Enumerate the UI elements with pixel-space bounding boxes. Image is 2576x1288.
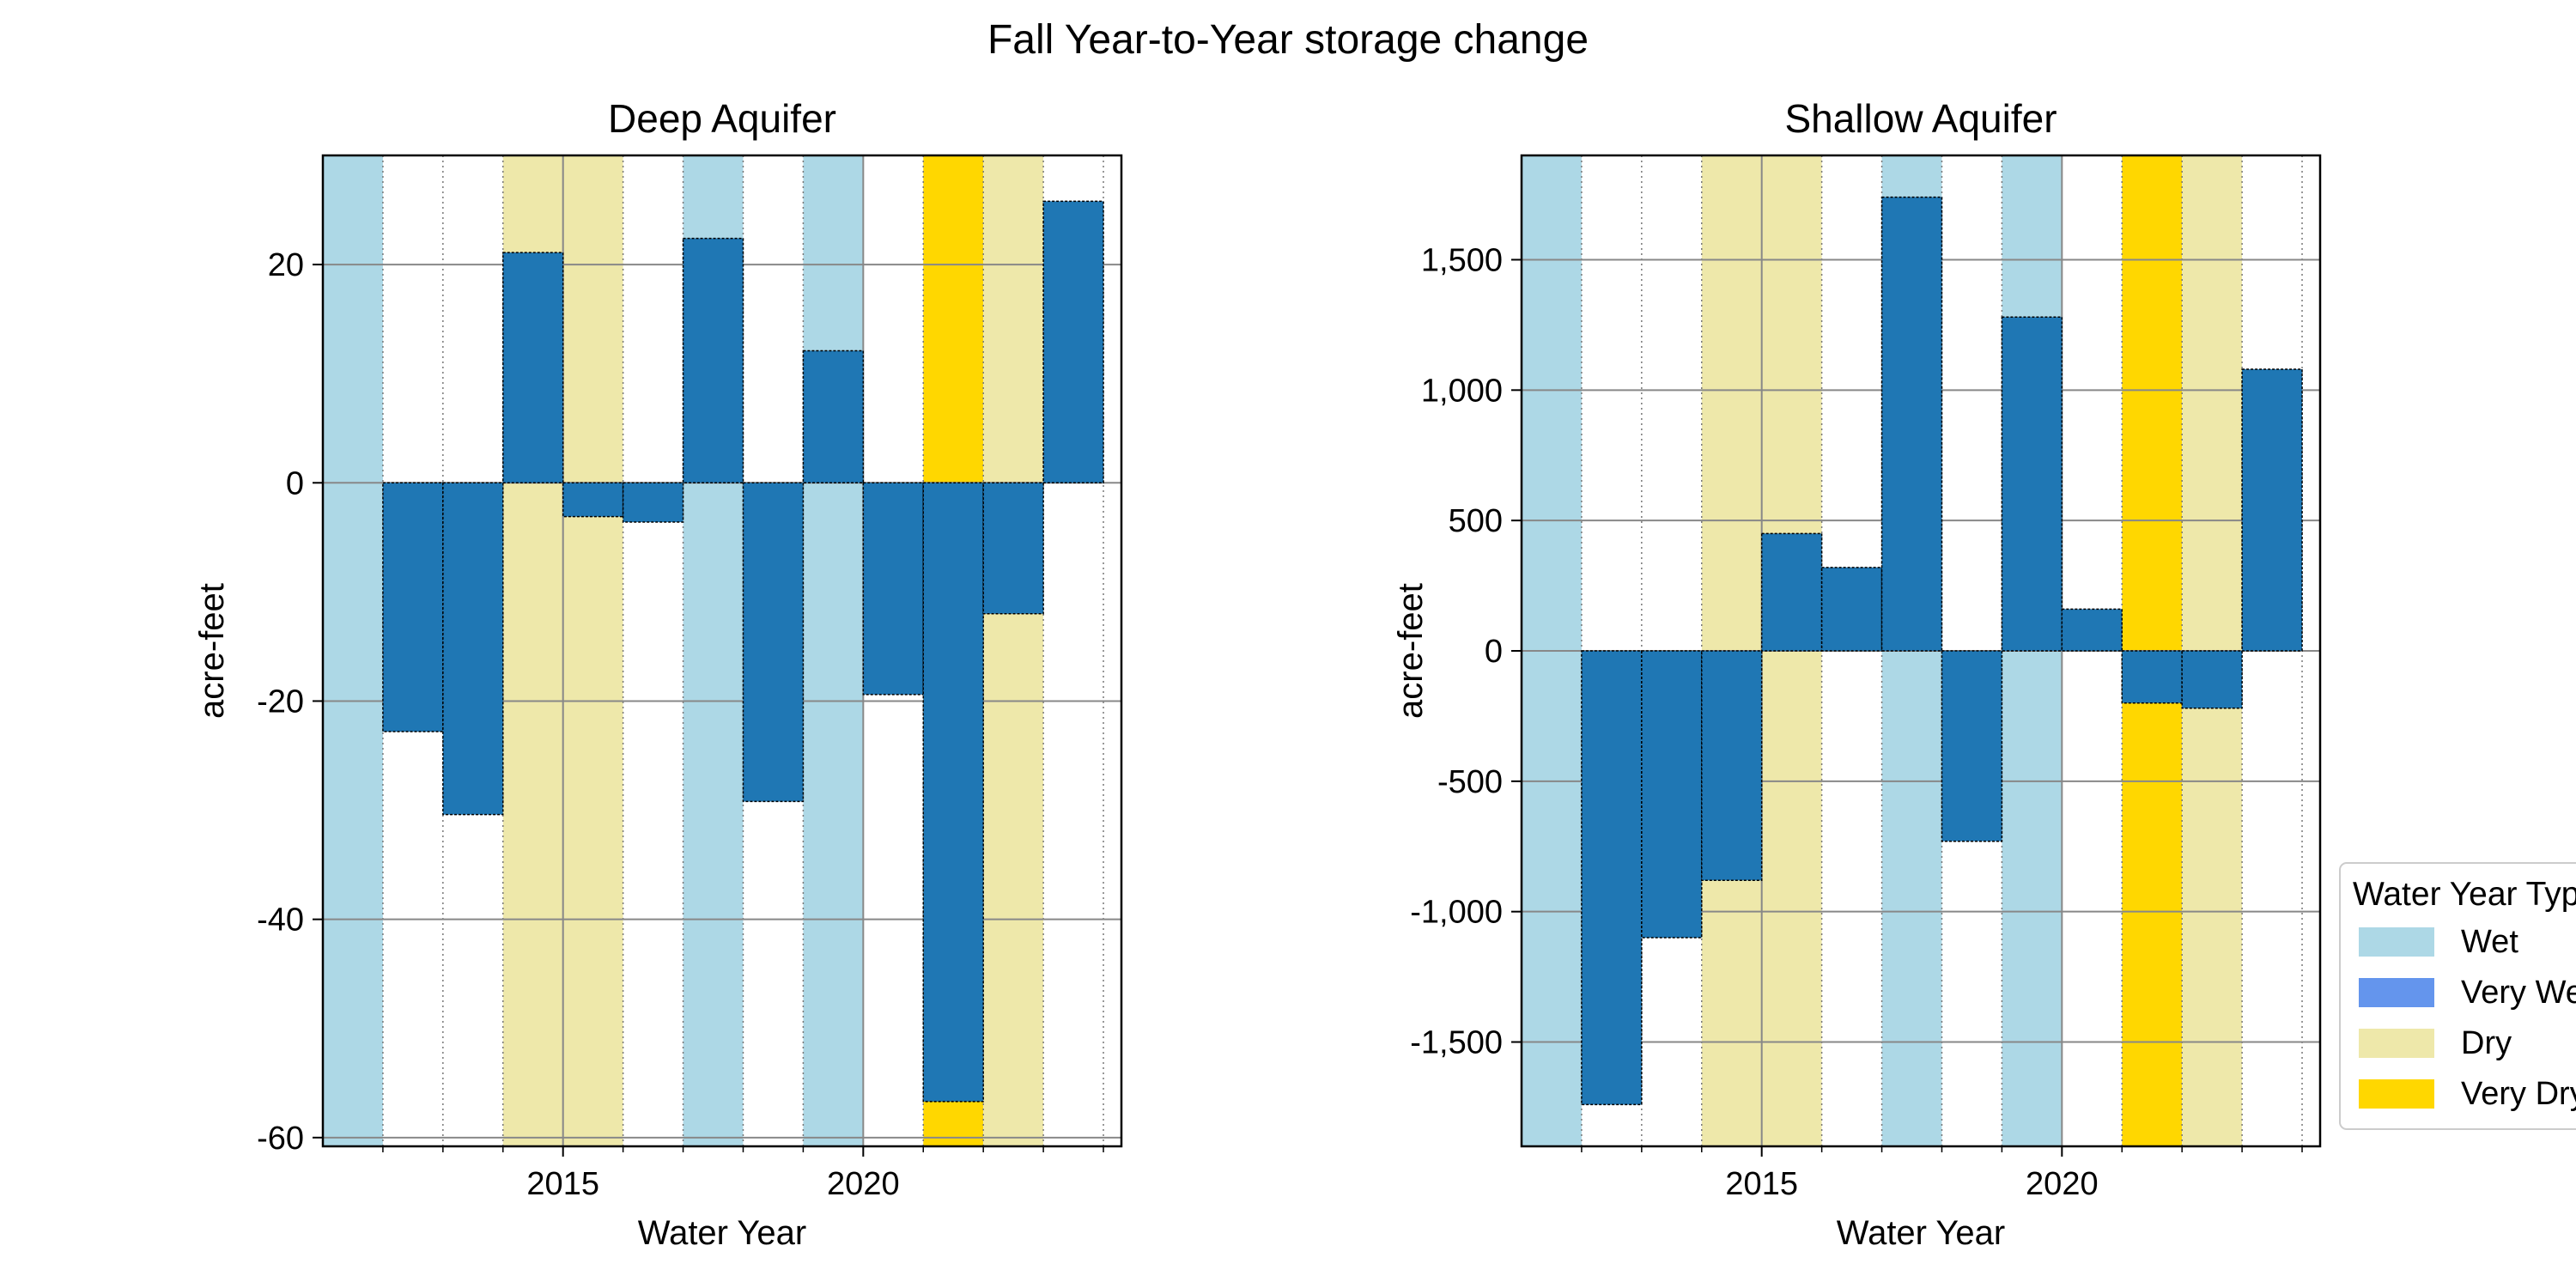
- legend-label: Very Wet: [2461, 975, 2576, 1011]
- x-tick-label: 2020: [2026, 1166, 2099, 1202]
- figure-title: Fall Year-to-Year storage change: [987, 17, 1589, 63]
- bar-2016: [622, 482, 684, 523]
- y-tick-label: -60: [257, 1121, 304, 1157]
- y-tick-label: 0: [1485, 634, 1503, 670]
- y-tick-label: -500: [1437, 764, 1503, 800]
- legend-label: Wet: [2461, 924, 2518, 960]
- bar-2023: [2241, 368, 2303, 652]
- legend-swatch: [2359, 978, 2434, 1007]
- bar-2022: [2181, 650, 2243, 709]
- water-year-span-dry-2022: [983, 155, 1044, 1146]
- y-tick-label: 0: [286, 465, 304, 501]
- y-tick-label: 500: [1449, 503, 1503, 539]
- bar-2012: [382, 482, 444, 732]
- water-year-span-wet-2011: [323, 155, 383, 1146]
- bar-2019: [2001, 316, 2063, 652]
- legend-label: Very Dry: [2461, 1076, 2576, 1112]
- bar-2013: [1641, 650, 1703, 939]
- bar-2013: [442, 482, 504, 816]
- shallow-aquifer-panel: 1,500 1,000 500 0 -500 -1,000 -1,500 2015 2020 Sh…: [1392, 96, 2322, 1252]
- y-tick-label: 1,500: [1421, 242, 1503, 278]
- bar-2014: [502, 252, 564, 484]
- y-tick-label: 20: [268, 247, 304, 283]
- bar-2019: [802, 349, 865, 484]
- x-axis-label: Water Year: [638, 1214, 806, 1252]
- legend: Water Year Type Wet Very Wet Dry Very Dry: [2339, 862, 2576, 1130]
- bar-2017: [682, 237, 744, 484]
- bar-2012: [1581, 650, 1643, 1106]
- legend-label: Dry: [2461, 1025, 2512, 1061]
- y-tick-label: -1,500: [1410, 1025, 1503, 1061]
- y-tick-label: -40: [257, 902, 304, 939]
- x-axis-label: Water Year: [1837, 1214, 2005, 1252]
- legend-swatch: [2359, 927, 2434, 957]
- y-tick-label: -20: [257, 683, 304, 720]
- bar-2016: [1820, 567, 1883, 652]
- bar-2015: [562, 482, 624, 518]
- bar-2021: [2121, 650, 2183, 704]
- water-year-span-wet-2019: [803, 155, 864, 1146]
- y-tick-label: -1,000: [1410, 895, 1503, 931]
- bar-2018: [742, 482, 805, 803]
- bar-2018: [1941, 650, 2003, 842]
- panel-title: Deep Aquifer: [608, 96, 836, 141]
- axes-frame: [321, 154, 1123, 1148]
- bar-2021: [922, 482, 984, 1103]
- panel-title: Shallow Aquifer: [1784, 96, 2057, 141]
- y-axis-label: acre-feet: [193, 583, 231, 719]
- bar-2014: [1701, 650, 1763, 881]
- y-tick-label: 1,000: [1421, 373, 1503, 409]
- bar-2023: [1042, 200, 1104, 484]
- legend-title: Water Year Type: [2353, 876, 2576, 913]
- x-tick-label: 2015: [1725, 1166, 1798, 1202]
- legend-swatch: [2359, 1079, 2434, 1109]
- legend-swatch: [2359, 1029, 2434, 1058]
- bar-2022: [982, 482, 1044, 615]
- bar-2020: [2061, 608, 2123, 652]
- x-tick-label: 2020: [827, 1166, 900, 1202]
- y-axis-label: acre-feet: [1392, 583, 1430, 719]
- bar-2017: [1880, 196, 1943, 652]
- x-tick-label: 2015: [526, 1166, 599, 1202]
- deep-aquifer-panel: 20 0 -20 -40 -60 2015 2020 Deep Aquifer Water Ye…: [193, 96, 1123, 1252]
- bar-2020: [862, 482, 924, 696]
- bar-2015: [1760, 532, 1823, 652]
